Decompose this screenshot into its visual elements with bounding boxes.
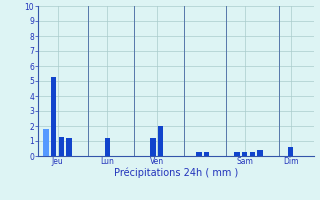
Bar — [257, 150, 263, 156]
Bar — [235, 152, 240, 156]
X-axis label: Précipitations 24h ( mm ): Précipitations 24h ( mm ) — [114, 168, 238, 178]
Bar — [196, 152, 202, 156]
Bar — [242, 152, 247, 156]
Bar — [51, 76, 56, 156]
Bar — [250, 152, 255, 156]
Bar — [44, 129, 49, 156]
Bar — [150, 138, 156, 156]
Bar — [288, 147, 293, 156]
Bar — [105, 138, 110, 156]
Bar — [204, 152, 209, 156]
Bar — [66, 138, 72, 156]
Bar — [59, 137, 64, 156]
Bar — [158, 126, 164, 156]
